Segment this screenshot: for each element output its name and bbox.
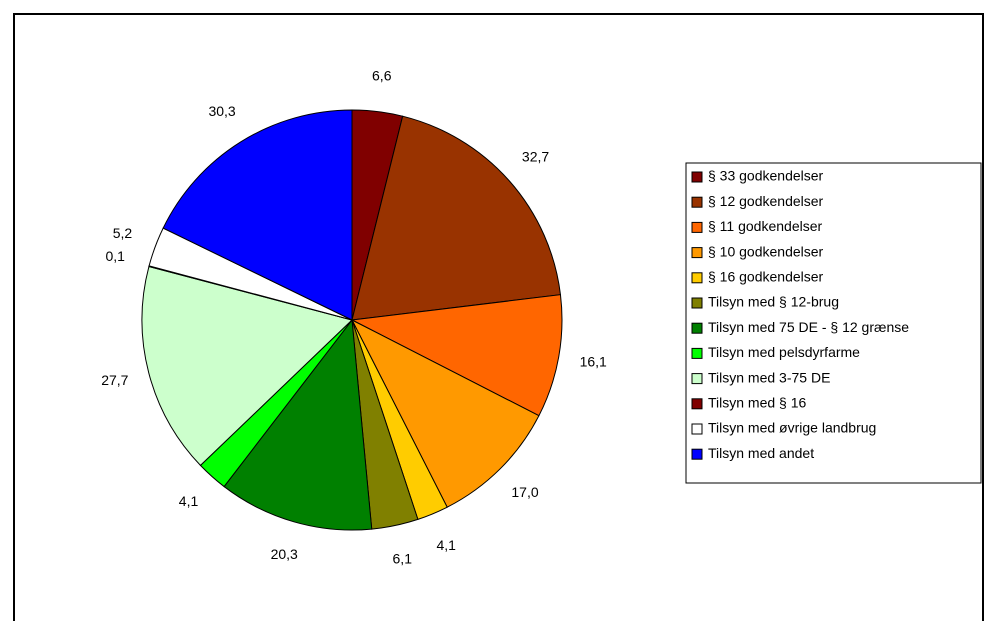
data-label: 16,1 xyxy=(580,354,607,370)
legend-label: Tilsyn med andet xyxy=(708,445,814,461)
legend-swatch xyxy=(691,171,703,183)
data-label: 20,3 xyxy=(271,546,298,562)
legend-swatch xyxy=(691,247,703,259)
legend-label: § 33 godkendelser xyxy=(708,168,824,184)
legend-swatch xyxy=(691,272,703,284)
data-label: 6,1 xyxy=(393,550,413,566)
legend-label: Tilsyn med § 12-brug xyxy=(708,294,839,310)
pie-slice xyxy=(162,109,353,321)
legend-label: § 12 godkendelser xyxy=(708,193,824,209)
data-label: 27,7 xyxy=(101,372,128,388)
legend-swatch xyxy=(691,347,703,359)
data-label: 6,6 xyxy=(372,68,392,84)
legend-swatch xyxy=(691,322,703,334)
data-label: 4,1 xyxy=(179,493,199,509)
legend-label: Tilsyn med øvrige landbrug xyxy=(708,420,876,436)
legend-swatch xyxy=(691,398,703,410)
legend-swatch xyxy=(691,373,703,385)
legend-label: § 11 godkendelser xyxy=(708,218,822,234)
data-label: 32,7 xyxy=(522,148,549,164)
pie-slice xyxy=(350,318,540,508)
legend-swatch xyxy=(691,448,703,460)
pie-slice xyxy=(141,265,353,467)
legend-label: Tilsyn med pelsdyrfarme xyxy=(708,344,860,360)
legend-swatch xyxy=(691,297,703,309)
legend-label: Tilsyn med § 16 xyxy=(708,395,807,411)
legend-label: Tilsyn med 3-75 DE xyxy=(708,369,830,385)
data-label: 30,3 xyxy=(208,103,235,119)
data-label: 5,2 xyxy=(113,225,133,241)
data-label: 17,0 xyxy=(511,484,538,500)
legend-box xyxy=(685,162,982,484)
legend-label: § 10 godkendelser xyxy=(708,243,824,259)
legend-swatch xyxy=(691,221,703,233)
data-label: 0,1 xyxy=(105,248,125,264)
pie-slice xyxy=(350,294,563,417)
legend-label: Tilsyn med 75 DE - § 12 grænse xyxy=(708,319,909,335)
data-label: 4,1 xyxy=(436,537,456,553)
legend-swatch xyxy=(691,423,703,435)
legend-swatch xyxy=(691,196,703,208)
pie-slice xyxy=(351,115,562,321)
pie-slice xyxy=(223,318,373,531)
legend-label: § 16 godkendelser xyxy=(708,269,824,285)
